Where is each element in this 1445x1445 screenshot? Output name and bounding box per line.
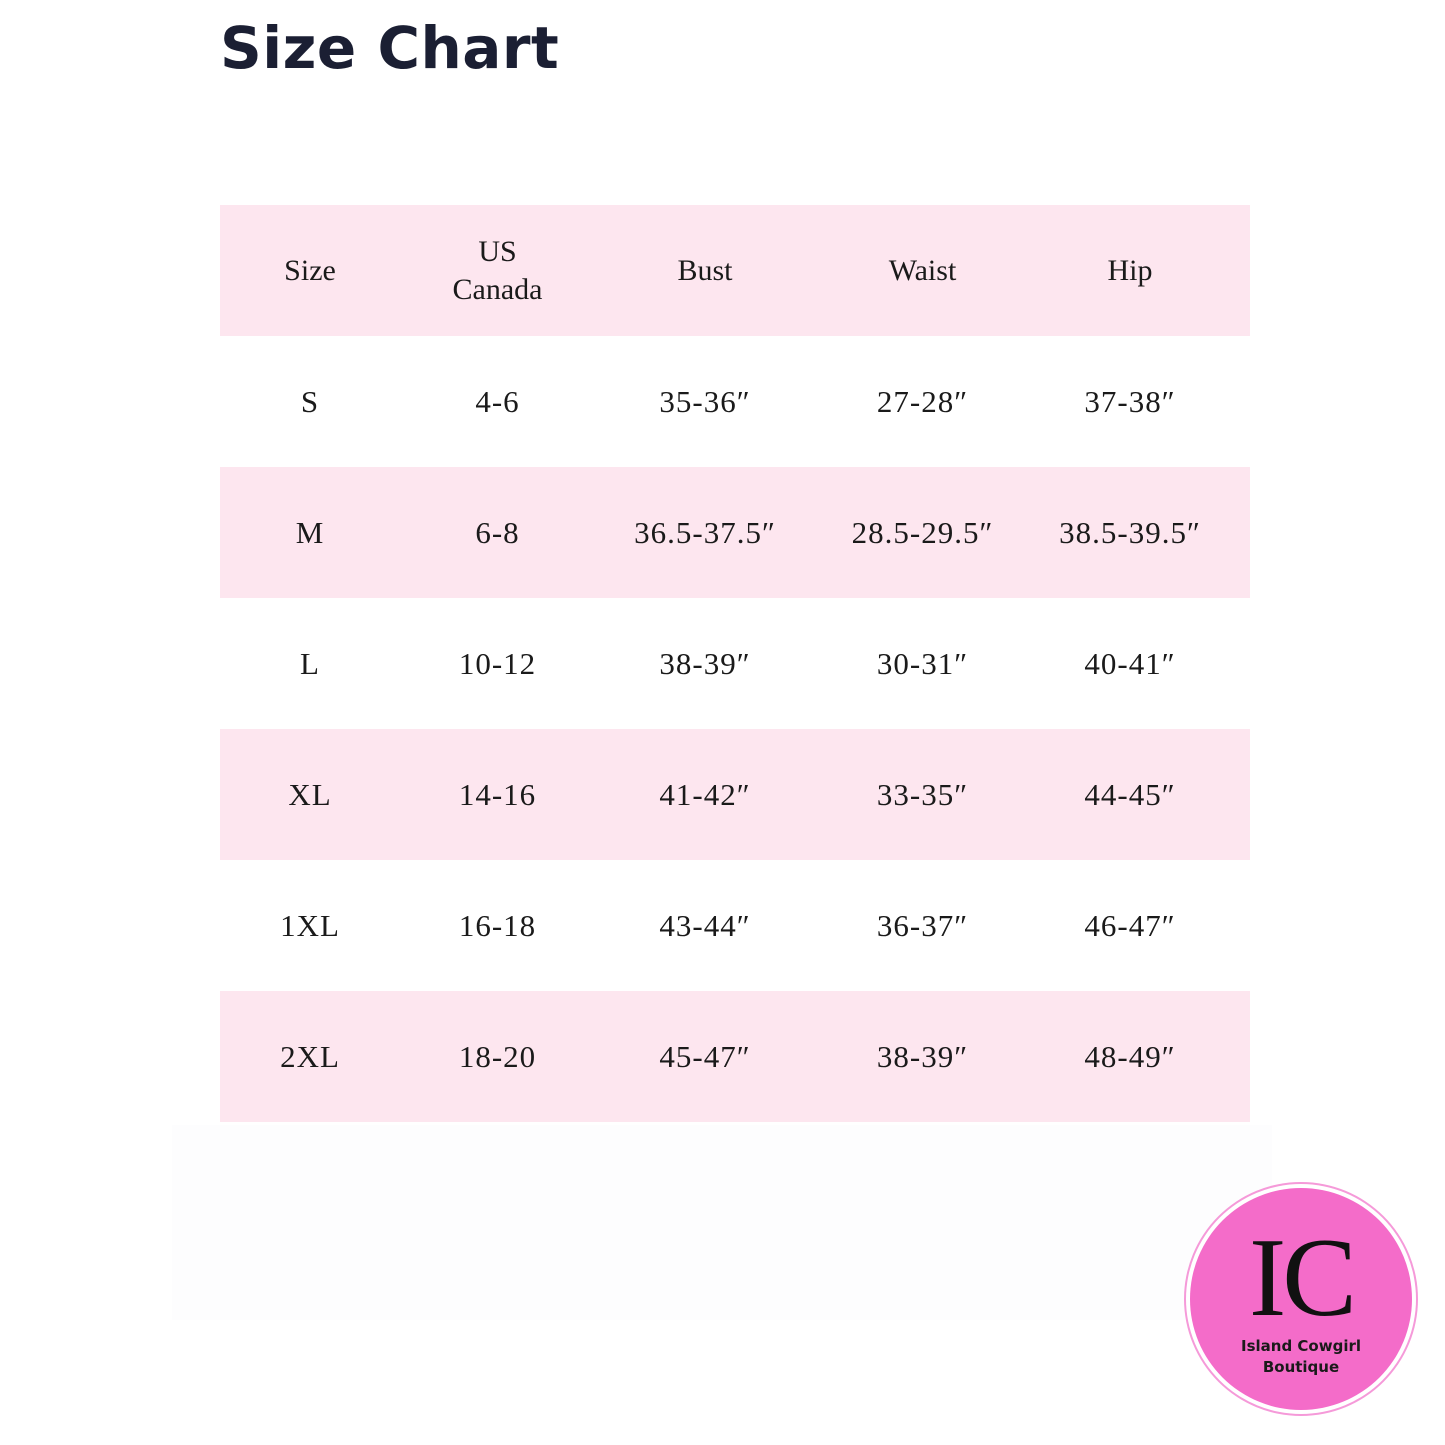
cell-bust: 38-39″ [659,645,751,681]
page-title: Size Chart [220,14,560,82]
cell-waist: 28.5-29.5″ [851,514,994,550]
cell-us-canada: 10-12 [458,645,537,681]
boutique-logo: IC Island Cowgirl Boutique [1190,1188,1412,1410]
table-row: XL 14-16 41-42″ 33-35″ 44-45″ [220,729,1250,860]
blank-area [172,1125,1272,1320]
cell-us-canada: 14-16 [458,776,537,812]
header-canada: Canada [452,272,543,306]
table-row: M 6-8 36.5-37.5″ 28.5-29.5″ 38.5-39.5″ [220,467,1250,598]
cell-bust: 36.5-37.5″ [634,514,776,550]
cell-bust: 45-47″ [659,1038,751,1074]
cell-size: 2XL [280,1038,340,1074]
cell-size: XL [288,776,332,812]
header-bust: Bust [677,253,733,287]
cell-hip: 46-47″ [1084,907,1176,943]
cell-us-canada: 18-20 [458,1038,537,1074]
table-row: 1XL 16-18 43-44″ 36-37″ 46-47″ [220,860,1250,991]
table-row: 2XL 18-20 45-47″ 38-39″ 48-49″ [220,991,1250,1122]
cell-hip: 37-38″ [1084,383,1176,419]
cell-us-canada: 16-18 [458,907,537,943]
cell-us-canada: 6-8 [475,514,520,550]
header-size: Size [284,253,336,287]
cell-size: S [300,383,320,419]
cell-waist: 33-35″ [876,776,969,812]
cell-hip: 48-49″ [1084,1038,1176,1074]
header-us: US [478,234,517,268]
cell-waist: 27-28″ [876,383,969,419]
cell-waist: 36-37″ [876,907,969,943]
cell-waist: 30-31″ [876,645,969,681]
table-row: L 10-12 38-39″ 30-31″ 40-41″ [220,598,1250,729]
cell-hip: 40-41″ [1084,645,1176,681]
cell-hip: 38.5-39.5″ [1059,514,1201,550]
table-header-row: Size US Canada Bust Waist Hip [220,205,1250,336]
header-us-canada: US Canada [400,233,595,309]
cell-bust: 41-42″ [659,776,751,812]
logo-line1: Island Cowgirl [1241,1337,1361,1355]
cell-hip: 44-45″ [1084,776,1176,812]
table-row: S 4-6 35-36″ 27-28″ 37-38″ [220,336,1250,467]
cell-bust: 43-44″ [659,907,751,943]
logo-name: Island Cowgirl Boutique [1190,1336,1412,1378]
cell-size: M [295,514,325,550]
cell-us-canada: 4-6 [475,383,520,419]
logo-line2: Boutique [1262,1358,1340,1376]
cell-waist: 38-39″ [876,1038,969,1074]
cell-size: L [300,645,320,681]
header-waist: Waist [888,253,957,287]
cell-bust: 35-36″ [659,383,751,419]
header-hip: Hip [1107,253,1153,287]
size-chart-table: Size US Canada Bust Waist Hip S 4-6 35-36″… [220,205,1250,1122]
cell-size: 1XL [280,907,340,943]
logo-monogram: IC [1249,1216,1357,1340]
